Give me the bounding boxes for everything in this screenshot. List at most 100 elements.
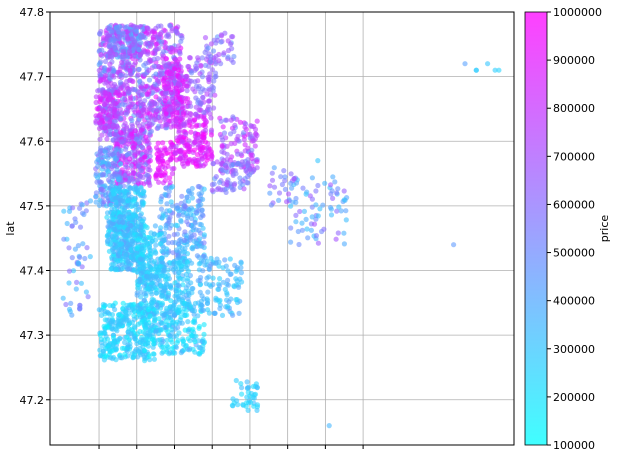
data-point xyxy=(268,202,274,208)
data-point xyxy=(172,90,178,96)
data-point xyxy=(254,118,260,124)
data-point xyxy=(202,153,208,160)
data-point xyxy=(153,116,159,123)
data-point xyxy=(200,95,206,101)
data-point xyxy=(81,211,87,218)
data-point xyxy=(126,135,132,141)
data-point xyxy=(73,219,79,225)
data-point xyxy=(106,177,112,183)
data-point xyxy=(113,147,119,153)
data-point xyxy=(167,350,173,356)
data-point xyxy=(115,29,121,35)
y-axis-label: lat xyxy=(4,221,17,236)
data-point xyxy=(196,227,202,233)
data-point xyxy=(147,43,153,49)
data-point xyxy=(202,62,209,68)
data-point xyxy=(142,348,148,354)
data-point xyxy=(227,157,233,163)
data-point xyxy=(244,400,250,406)
data-point xyxy=(211,37,217,43)
data-point xyxy=(239,159,245,165)
data-point xyxy=(99,172,106,178)
data-point xyxy=(132,149,138,155)
data-point xyxy=(107,132,113,138)
data-point xyxy=(175,310,181,316)
data-point xyxy=(161,312,167,318)
data-point xyxy=(237,180,243,186)
data-point xyxy=(174,222,180,229)
data-point xyxy=(208,132,215,138)
data-point xyxy=(329,188,335,194)
data-point xyxy=(199,303,205,309)
data-point xyxy=(330,174,336,180)
data-point xyxy=(105,163,111,169)
data-point xyxy=(153,290,159,296)
data-point xyxy=(117,33,123,39)
data-point xyxy=(154,302,160,308)
data-point xyxy=(157,235,163,241)
data-point xyxy=(173,344,179,350)
data-point xyxy=(131,87,137,93)
data-point xyxy=(128,223,134,229)
data-point xyxy=(205,45,211,51)
data-point xyxy=(77,306,83,312)
data-point xyxy=(102,317,108,323)
data-point xyxy=(101,304,107,310)
data-point xyxy=(125,266,131,272)
data-point xyxy=(193,63,199,69)
data-point xyxy=(193,104,199,110)
data-point xyxy=(288,239,294,245)
data-point xyxy=(112,226,118,232)
data-point xyxy=(175,337,181,344)
data-point xyxy=(130,167,136,173)
data-point xyxy=(235,160,241,166)
data-point xyxy=(142,154,148,160)
data-point xyxy=(189,191,195,197)
data-point xyxy=(150,34,156,41)
data-point xyxy=(186,149,192,155)
data-point xyxy=(146,67,152,73)
data-point xyxy=(205,74,211,80)
data-point xyxy=(210,88,216,94)
data-point xyxy=(187,55,193,61)
data-point xyxy=(167,22,173,28)
data-point xyxy=(219,144,225,150)
data-point xyxy=(83,289,89,295)
data-point xyxy=(112,155,118,162)
data-point xyxy=(136,176,142,182)
data-point xyxy=(147,167,153,173)
data-point xyxy=(192,134,198,140)
data-point xyxy=(111,216,117,222)
colorbar xyxy=(524,11,548,446)
data-point xyxy=(73,286,79,292)
data-point xyxy=(170,304,176,310)
data-point xyxy=(120,219,126,225)
data-point xyxy=(152,81,158,87)
data-point xyxy=(113,233,119,239)
data-point xyxy=(200,258,207,264)
data-point xyxy=(473,67,479,73)
data-point xyxy=(156,179,162,185)
data-point xyxy=(149,85,155,91)
data-point xyxy=(209,187,215,193)
data-point xyxy=(219,134,225,140)
data-point xyxy=(160,140,166,146)
data-point xyxy=(197,243,203,249)
data-point xyxy=(115,253,121,259)
data-point xyxy=(138,40,144,46)
data-point xyxy=(180,161,186,167)
data-point xyxy=(87,254,93,260)
data-point xyxy=(156,79,162,85)
data-point xyxy=(186,138,192,144)
data-point xyxy=(212,92,218,98)
data-point xyxy=(182,327,188,333)
data-point xyxy=(163,63,169,69)
data-point xyxy=(190,326,196,332)
data-point xyxy=(129,131,135,137)
data-point xyxy=(462,61,468,67)
data-point xyxy=(175,67,181,73)
data-point xyxy=(177,95,183,101)
data-point xyxy=(245,145,251,151)
data-point xyxy=(154,281,160,287)
data-point xyxy=(217,179,223,185)
